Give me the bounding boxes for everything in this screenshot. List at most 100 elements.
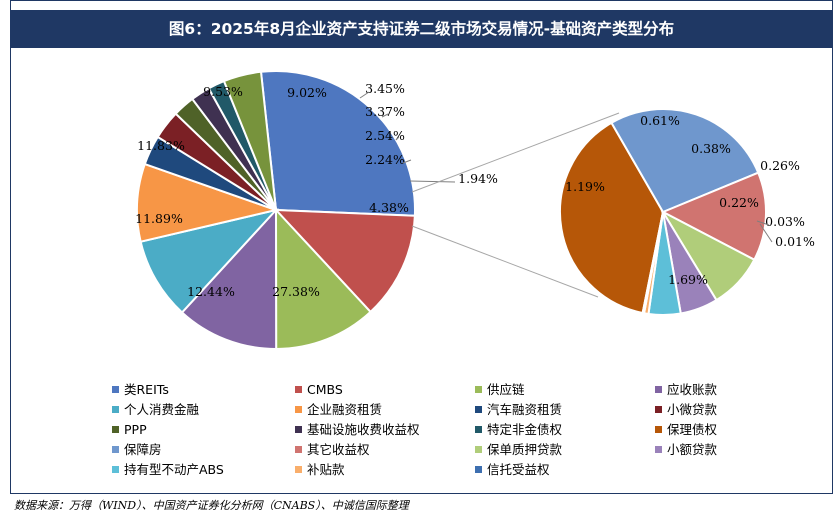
data-label: 0.01%	[775, 234, 815, 249]
legend-swatch	[295, 466, 302, 473]
legend-label: 类REITs	[124, 382, 169, 397]
legend-swatch	[655, 406, 662, 413]
legend-item: 应收账款	[655, 382, 717, 398]
pie-slice	[641, 211, 664, 315]
legend-swatch	[655, 426, 662, 433]
pie-slice	[273, 208, 416, 314]
legend-item: 小额贷款	[655, 442, 717, 458]
legend-swatch	[475, 406, 482, 413]
legend-swatch	[112, 386, 119, 393]
data-label: 9.02%	[287, 85, 327, 100]
legend-swatch	[295, 426, 302, 433]
legend-label: 汽车融资租赁	[487, 402, 563, 417]
legend-label: 信托受益权	[487, 462, 550, 477]
legend-swatch	[112, 466, 119, 473]
legend-item: 企业融资租赁	[295, 402, 382, 418]
legend-swatch	[112, 446, 119, 453]
legend-label: 个人消费金融	[124, 402, 200, 417]
legend-item: 供应链	[475, 382, 525, 398]
pie-slice	[222, 70, 277, 211]
leader-line	[759, 223, 773, 243]
legend-swatch	[475, 386, 482, 393]
legend-label: 其它收益权	[307, 442, 370, 457]
data-label: 1.19%	[565, 179, 605, 194]
legend-item: 补贴款	[295, 462, 345, 478]
data-label: 0.22%	[719, 195, 759, 210]
legend-label: 应收账款	[667, 382, 718, 397]
legend-item: 保单质押贷款	[475, 442, 562, 458]
legend-item: 保障房	[112, 442, 162, 458]
legend-swatch	[475, 466, 482, 473]
data-label: 1.69%	[668, 272, 708, 287]
leader-line	[381, 113, 389, 118]
legend-label: PPP	[124, 422, 147, 437]
legend-item: CMBS	[295, 382, 343, 398]
legend-label: 持有型不动产ABS	[124, 462, 224, 477]
legend-item: 保理债权	[655, 422, 717, 438]
pie-slice	[259, 70, 416, 217]
leader-line	[359, 91, 370, 99]
legend-swatch	[295, 446, 302, 453]
leader-line	[409, 180, 456, 183]
pie-slice	[180, 207, 278, 351]
data-label: 9.53%	[203, 84, 243, 99]
legend-swatch	[112, 426, 119, 433]
legend-item: 类REITs	[112, 382, 169, 398]
legend-label: 供应链	[487, 382, 525, 397]
legend-swatch	[295, 386, 302, 393]
pie-slice	[136, 162, 280, 243]
connector-line-top	[411, 112, 620, 193]
data-label: 4.38%	[369, 200, 409, 215]
legend-label: 补贴款	[307, 462, 345, 477]
data-label: 11.83%	[137, 138, 185, 153]
leader-line	[402, 159, 412, 164]
legend-item: 汽车融资租赁	[475, 402, 562, 418]
legend-label: 特定非金债权	[487, 422, 563, 437]
leader-line	[756, 220, 770, 226]
legend-label: 保障房	[124, 442, 162, 457]
data-label: 27.38%	[272, 284, 320, 299]
legend-swatch	[655, 446, 662, 453]
legend-item: 个人消费金融	[112, 402, 199, 418]
legend-item: 其它收益权	[295, 442, 370, 458]
legend-swatch	[475, 426, 482, 433]
legend-item: 基础设施收费收益权	[295, 422, 420, 438]
legend-item: 特定非金债权	[475, 422, 562, 438]
data-label: 3.37%	[365, 104, 405, 119]
secondary-pie: 1.69% 1.19% 0.61% 0.38% 0.26% 0.22% 0.03% 0.01%	[559, 108, 815, 316]
pie-slice	[559, 121, 665, 315]
data-label: 0.61%	[640, 113, 680, 128]
data-label: 12.44%	[187, 284, 235, 299]
data-label: 0.26%	[760, 158, 800, 173]
legend-label: 保理债权	[667, 422, 718, 437]
legend-label: 基础设施收费收益权	[307, 422, 420, 437]
data-label: 0.38%	[691, 141, 731, 156]
legend-label: 企业融资租赁	[307, 402, 383, 417]
main-pie: 27.38% 12.44% 11.89% 11.83% 9.53% 9.02% 3.45% 3…	[135, 70, 498, 351]
source-note: 数据来源：万得（WIND）、中国资产证券化分析网（CNABS）、中诚信国际整理	[14, 499, 409, 512]
pie-slice	[660, 171, 767, 262]
legend-label: CMBS	[307, 382, 343, 397]
pie-slice	[274, 207, 372, 351]
legend-label: 小额贷款	[667, 442, 718, 457]
connector-line-bottom	[411, 225, 599, 298]
legend-swatch	[475, 446, 482, 453]
legend-label: 小微贷款	[667, 402, 718, 417]
chart-title: 图6：2025年8月企业资产支持证券二级市场交易情况-基础资产类型分布	[10, 10, 833, 48]
legend-swatch	[295, 406, 302, 413]
legend-item: 信托受益权	[475, 462, 550, 478]
pie-slice	[610, 108, 760, 214]
data-label: 3.45%	[365, 81, 405, 96]
data-label: 1.94%	[458, 171, 498, 186]
data-label: 11.89%	[135, 211, 183, 226]
data-label: 2.54%	[365, 128, 405, 143]
legend-label: 保单质押贷款	[487, 442, 563, 457]
pie-slice	[139, 208, 279, 314]
data-label: 2.24%	[365, 152, 405, 167]
data-label: 0.03%	[765, 214, 805, 229]
legend-swatch	[655, 386, 662, 393]
legend-item: 小微贷款	[655, 402, 717, 418]
legend-item: PPP	[112, 422, 147, 438]
leader-line	[395, 136, 400, 141]
